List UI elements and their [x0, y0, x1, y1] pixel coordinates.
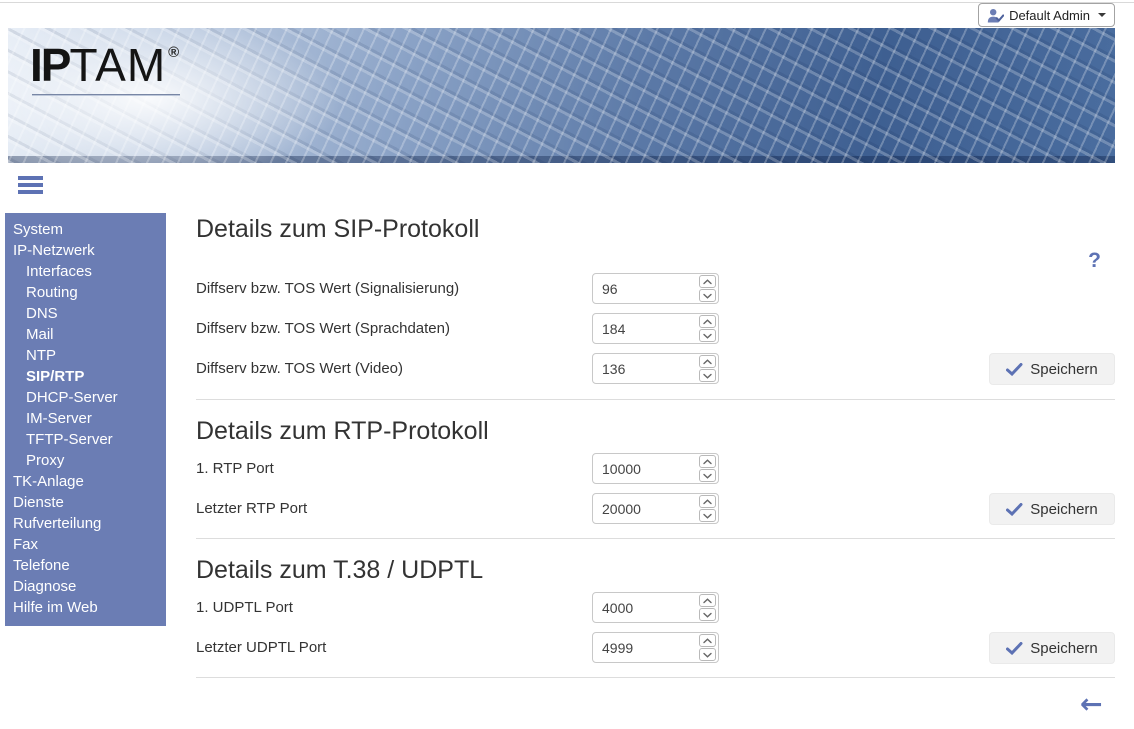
section-divider: [196, 399, 1115, 400]
section-divider: [196, 677, 1115, 678]
number-spinner: [699, 634, 716, 661]
section-title-details-zum-rtp-protokoll: Details zum RTP-Protokoll: [196, 417, 489, 445]
spin-down-button[interactable]: [699, 608, 716, 621]
checkmark-icon: [1006, 502, 1023, 516]
spin-up-button[interactable]: [699, 275, 716, 288]
hamburger-bar: [18, 176, 43, 180]
diffserv-bzw-tos-wert-video-label: Diffserv bzw. TOS Wert (Video): [196, 360, 404, 377]
sidebar-item-diagnose[interactable]: Diagnose: [13, 578, 77, 595]
diffserv-bzw-tos-wert-sprachdaten-label: Diffserv bzw. TOS Wert (Sprachdaten): [196, 320, 450, 337]
diffserv-bzw-tos-wert-sprachdaten-input[interactable]: [593, 320, 699, 337]
number-spinner: [699, 495, 716, 522]
help-icon[interactable]: ?: [1088, 249, 1101, 272]
sidebar-item-rufverteilung[interactable]: Rufverteilung: [13, 515, 102, 532]
number-spinner: [699, 594, 716, 621]
save-button-label: Speichern: [1030, 500, 1098, 518]
sidebar-item-proxy[interactable]: Proxy: [26, 452, 65, 469]
account-menu-button[interactable]: Default Admin: [978, 3, 1115, 27]
number-spinner: [699, 275, 716, 302]
top-divider: [0, 2, 1134, 3]
back-icon[interactable]: ←: [1080, 689, 1103, 720]
spin-up-button[interactable]: [699, 495, 716, 508]
sidebar-item-mail[interactable]: Mail: [26, 326, 54, 343]
save-button[interactable]: Speichern: [989, 353, 1115, 385]
logo-underline: [32, 94, 180, 96]
sidebar-item-dienste[interactable]: Dienste: [13, 494, 64, 511]
1-rtp-port-label: 1. RTP Port: [196, 460, 274, 477]
registered-mark-icon: ®: [168, 44, 180, 61]
sidebar-item-fax[interactable]: Fax: [13, 536, 39, 553]
letzter-rtp-port-label: Letzter RTP Port: [196, 500, 308, 517]
1-udptl-port-field: [592, 592, 719, 623]
spin-up-button[interactable]: [699, 634, 716, 647]
spin-down-button[interactable]: [699, 289, 716, 302]
number-spinner: [699, 315, 716, 342]
section-divider: [196, 538, 1115, 539]
checkmark-icon: [1006, 641, 1023, 655]
spin-up-button[interactable]: [699, 455, 716, 468]
number-spinner: [699, 355, 716, 382]
letzter-udptl-port-input[interactable]: [593, 639, 699, 656]
spin-down-button[interactable]: [699, 329, 716, 342]
spin-up-button[interactable]: [699, 315, 716, 328]
sidebar-item-system[interactable]: System: [13, 221, 64, 238]
sidebar: System IP-Netzwerk Interfaces Routing DNS Mai…: [5, 213, 166, 626]
diffserv-bzw-tos-wert-sprachdaten-field: [592, 313, 719, 344]
letzter-rtp-port-input[interactable]: [593, 500, 699, 517]
brand-logo: IPTAM ®: [30, 38, 180, 96]
letzter-udptl-port-field: [592, 632, 719, 663]
save-button[interactable]: Speichern: [989, 493, 1115, 525]
hamburger-bar: [18, 190, 43, 194]
save-button-label: Speichern: [1030, 360, 1098, 378]
spin-down-button[interactable]: [699, 369, 716, 382]
account-label: Default Admin: [1009, 7, 1090, 23]
sidebar-item-routing[interactable]: Routing: [26, 284, 78, 301]
sidebar-item-dns[interactable]: DNS: [26, 305, 58, 322]
sidebar-item-dhcp-server[interactable]: DHCP-Server: [26, 389, 118, 406]
number-spinner: [699, 455, 716, 482]
caret-down-icon: [1098, 13, 1106, 17]
1-rtp-port-field: [592, 453, 719, 484]
1-udptl-port-label: 1. UDPTL Port: [196, 599, 293, 616]
diffserv-bzw-tos-wert-signalisierung-label: Diffserv bzw. TOS Wert (Signalisierung): [196, 280, 460, 297]
banner-image: IPTAM ®: [8, 28, 1115, 163]
sidebar-item-sip-rtp[interactable]: SIP/RTP: [26, 368, 85, 385]
user-check-icon: [987, 8, 1005, 23]
sidebar-item-ip-netzwerk[interactable]: IP-Netzwerk: [13, 242, 95, 259]
spin-up-button[interactable]: [699, 355, 716, 368]
sidebar-item-im-server[interactable]: IM-Server: [26, 410, 92, 427]
1-rtp-port-input[interactable]: [593, 460, 699, 477]
section-title-details-zum-t-38-udptl: Details zum T.38 / UDPTL: [196, 556, 484, 584]
hamburger-icon[interactable]: [18, 176, 43, 194]
checkmark-icon: [1006, 362, 1023, 376]
spin-up-button[interactable]: [699, 594, 716, 607]
1-udptl-port-input[interactable]: [593, 599, 699, 616]
sidebar-item-tk-anlage[interactable]: TK-Anlage: [13, 473, 84, 490]
main-content: ? ← Details zum SIP-Protokoll Diffserv bz…: [196, 213, 1115, 729]
spin-down-button[interactable]: [699, 648, 716, 661]
sidebar-item-hilfe-im-web[interactable]: Hilfe im Web: [13, 599, 98, 616]
diffserv-bzw-tos-wert-video-field: [592, 353, 719, 384]
diffserv-bzw-tos-wert-video-input[interactable]: [593, 360, 699, 377]
sidebar-item-interfaces[interactable]: Interfaces: [26, 263, 92, 280]
sidebar-item-telefone[interactable]: Telefone: [13, 557, 70, 574]
brand-logo-ip: IP: [30, 39, 71, 91]
sidebar-item-ntp[interactable]: NTP: [26, 347, 56, 364]
letzter-rtp-port-field: [592, 493, 719, 524]
brand-logo-tam: TAM: [69, 39, 167, 91]
letzter-udptl-port-label: Letzter UDPTL Port: [196, 639, 327, 656]
diffserv-bzw-tos-wert-signalisierung-field: [592, 273, 719, 304]
diffserv-bzw-tos-wert-signalisierung-input[interactable]: [593, 280, 699, 297]
spin-down-button[interactable]: [699, 509, 716, 522]
hamburger-bar: [18, 183, 43, 187]
sidebar-item-tftp-server[interactable]: TFTP-Server: [26, 431, 113, 448]
save-button[interactable]: Speichern: [989, 632, 1115, 664]
section-title-details-zum-sip-protokoll: Details zum SIP-Protokoll: [196, 215, 480, 243]
save-button-label: Speichern: [1030, 639, 1098, 657]
spin-down-button[interactable]: [699, 469, 716, 482]
